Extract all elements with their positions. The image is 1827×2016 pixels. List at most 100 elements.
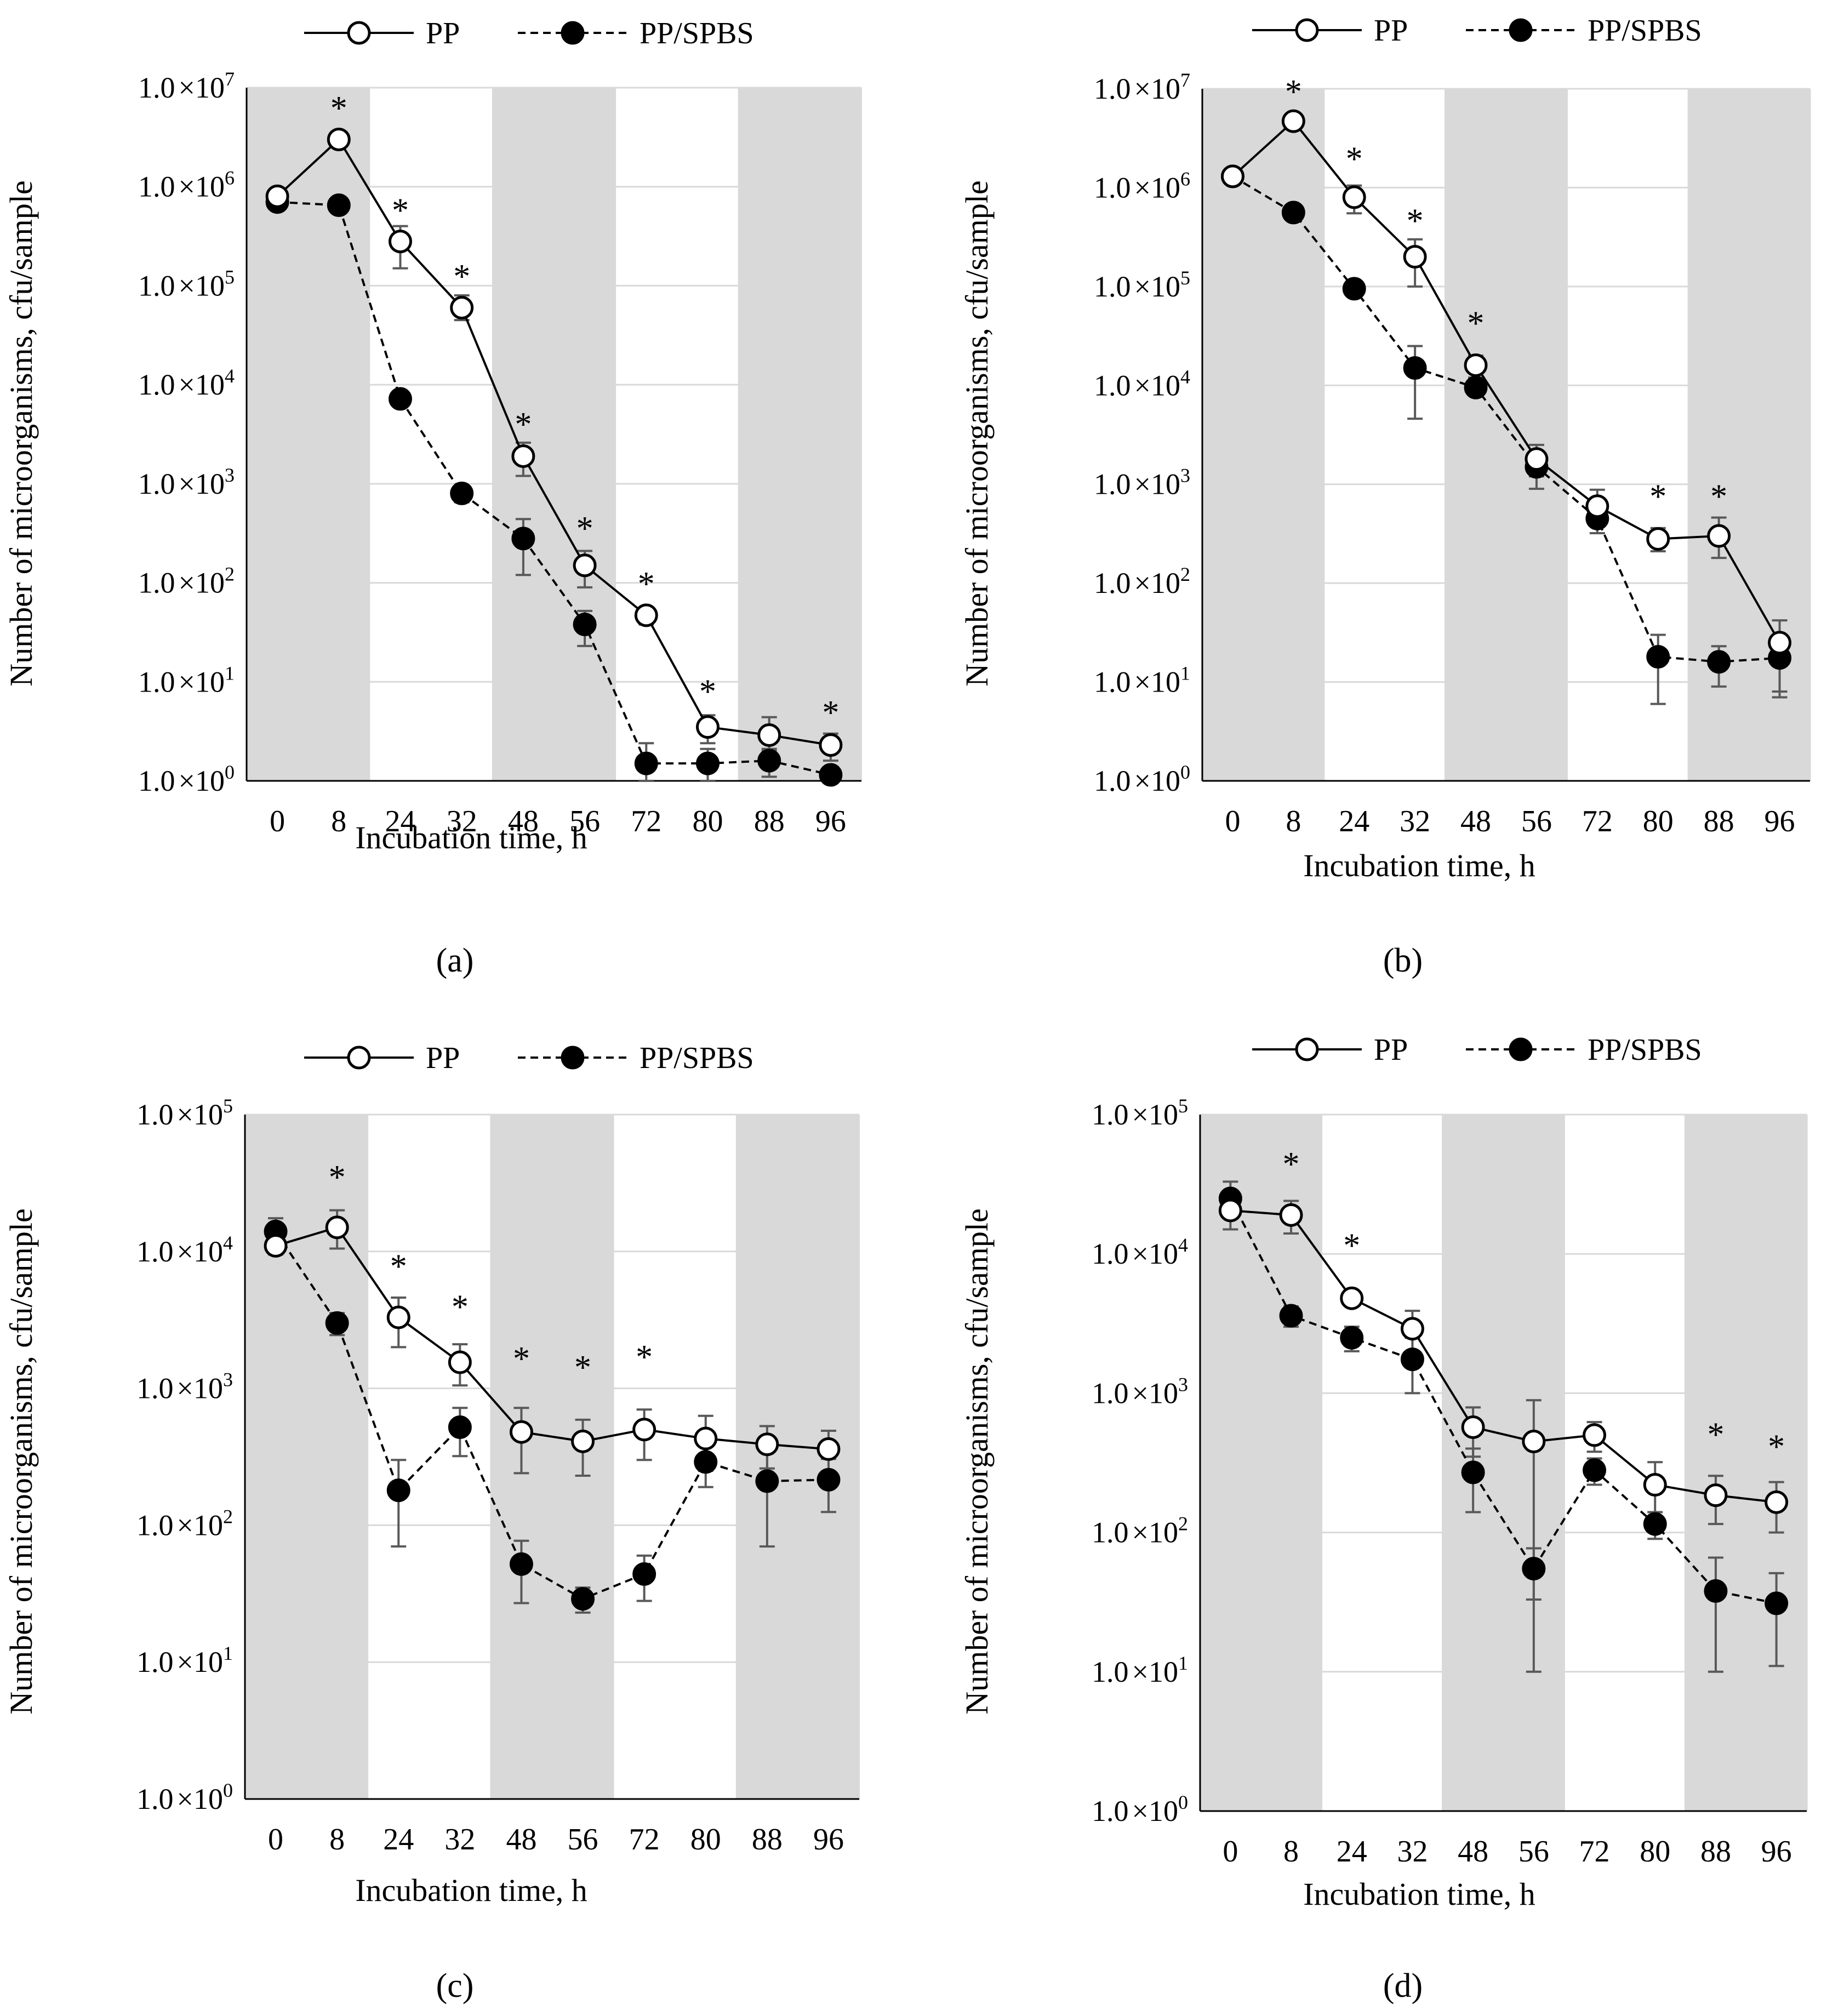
y-tick-exponent: 1 — [1180, 663, 1190, 684]
data-point-pp-spbs — [1765, 1591, 1789, 1615]
data-point-pp-spbs — [1646, 645, 1670, 669]
y-tick-exponent: 4 — [1178, 1234, 1188, 1256]
y-tick-mantissa: 1.0 — [1094, 567, 1131, 599]
x-tick-label: 80 — [1640, 1835, 1670, 1869]
y-tick-mantissa: 1.0 — [1094, 666, 1131, 699]
data-point-pp-spbs — [509, 1552, 533, 1576]
data-point-pp — [325, 1215, 349, 1240]
y-tick-base: 10 — [193, 1783, 223, 1815]
y-tick-exponent: 5 — [1180, 267, 1190, 289]
y-axis-title: Number of microorganisms, cfu/sample — [959, 180, 995, 687]
y-tick-times: × — [179, 170, 195, 203]
x-tick-label: 0 — [270, 804, 285, 838]
significance-marker: * — [822, 694, 839, 732]
data-point-pp-spbs — [1522, 1557, 1546, 1581]
y-tick-base: 10 — [1149, 1655, 1178, 1688]
legend-label-pp: PP — [426, 1041, 460, 1075]
significance-marker: * — [574, 1349, 591, 1386]
legend-marker-pp — [1295, 1037, 1319, 1061]
shaded-band — [738, 88, 801, 781]
y-tick-mantissa: 1.0 — [138, 269, 175, 302]
y-tick-label: 1.0 ×104 — [136, 1232, 233, 1268]
significance-marker: * — [329, 1159, 346, 1196]
y-tick-label: 1.0 ×104 — [1092, 1234, 1188, 1270]
y-tick-base: 10 — [1149, 1377, 1178, 1409]
legend-marker-pp-spbs — [1509, 18, 1533, 42]
data-point-pp-spbs — [1704, 1579, 1728, 1603]
shaded-band — [1201, 89, 1264, 781]
data-point-pp — [632, 1418, 656, 1442]
y-tick-times: × — [1132, 1516, 1149, 1549]
data-point-pp-spbs — [817, 1467, 841, 1492]
y-tick-mantissa: 1.0 — [1092, 1377, 1129, 1409]
data-point-pp-spbs — [1281, 201, 1305, 225]
y-tick-times: × — [1134, 270, 1151, 303]
data-point-pp — [1765, 1490, 1789, 1514]
y-tick-label: 1.0 ×103 — [138, 464, 235, 500]
data-point-pp — [511, 444, 535, 468]
y-tick-exponent: 6 — [225, 167, 235, 189]
y-tick-label: 1.0 ×102 — [1092, 1513, 1188, 1549]
y-tick-mantissa: 1.0 — [136, 1646, 174, 1678]
significance-marker: * — [1407, 203, 1424, 240]
y-tick-exponent: 4 — [225, 365, 235, 387]
y-tick-times: × — [179, 71, 195, 104]
shaded-band — [1445, 89, 1508, 781]
significance-marker: * — [1768, 1429, 1785, 1466]
data-point-pp-spbs — [448, 1415, 472, 1440]
data-point-pp-spbs — [1340, 1326, 1364, 1350]
data-point-pp-spbs — [571, 1587, 595, 1611]
x-tick-label: 72 — [629, 1823, 660, 1857]
y-tick-mantissa: 1.0 — [1094, 72, 1131, 105]
y-tick-label: 1.0 ×105 — [136, 1095, 233, 1131]
legend-label-pp: PP — [426, 16, 460, 50]
x-tick-label: 80 — [693, 804, 723, 838]
data-point-pp — [1525, 447, 1549, 471]
y-tick-exponent: 4 — [1180, 365, 1190, 387]
significance-marker: * — [638, 566, 655, 603]
x-axis-title: Incubation time, h — [1303, 1876, 1535, 1912]
data-point-pp — [634, 603, 658, 627]
significance-marker: * — [1343, 1227, 1360, 1265]
series-line-pp — [276, 138, 831, 746]
data-point-pp — [1400, 1317, 1424, 1341]
y-tick-exponent: 3 — [225, 464, 235, 486]
y-tick-times: × — [177, 1509, 193, 1541]
y-tick-times: × — [1132, 1237, 1149, 1270]
y-tick-base: 10 — [195, 71, 225, 104]
data-point-pp-spbs — [1461, 1460, 1485, 1484]
y-tick-exponent: 0 — [225, 761, 235, 783]
y-tick-exponent: 1 — [223, 1642, 233, 1664]
y-tick-exponent: 4 — [223, 1232, 233, 1254]
y-tick-label: 1.0 ×101 — [136, 1642, 233, 1678]
y-tick-times: × — [179, 368, 195, 401]
y-tick-exponent: 0 — [1178, 1791, 1188, 1813]
y-tick-base: 10 — [1151, 567, 1180, 599]
y-tick-times: × — [1134, 369, 1151, 402]
y-tick-base: 10 — [1151, 666, 1180, 699]
significance-marker: * — [1707, 1416, 1724, 1453]
data-point-pp-spbs — [634, 751, 658, 775]
data-point-pp — [389, 230, 412, 254]
significance-marker: * — [453, 258, 470, 295]
y-tick-label: 1.0 ×100 — [138, 761, 235, 797]
x-tick-label: 88 — [1700, 1835, 1731, 1869]
data-point-pp — [1464, 353, 1488, 377]
legend-label-pp-spbs: PP/SPBS — [640, 1041, 754, 1075]
y-tick-exponent: 2 — [1180, 563, 1190, 585]
y-tick-mantissa: 1.0 — [1092, 1098, 1129, 1131]
y-tick-label: 1.0 ×107 — [1094, 69, 1190, 105]
x-tick-label: 8 — [331, 804, 346, 838]
x-tick-label: 88 — [754, 804, 785, 838]
data-point-pp — [1340, 1286, 1364, 1310]
x-tick-label: 48 — [1460, 804, 1491, 838]
y-tick-label: 1.0 ×100 — [1094, 761, 1190, 797]
data-point-pp-spbs — [325, 1311, 349, 1335]
y-tick-times: × — [1134, 567, 1151, 599]
legend-marker-pp-spbs — [561, 21, 585, 45]
y-tick-mantissa: 1.0 — [138, 665, 175, 698]
y-tick-mantissa: 1.0 — [1094, 764, 1131, 797]
data-point-pp-spbs — [1583, 1458, 1607, 1482]
y-tick-label: 1.0 ×105 — [138, 266, 235, 302]
